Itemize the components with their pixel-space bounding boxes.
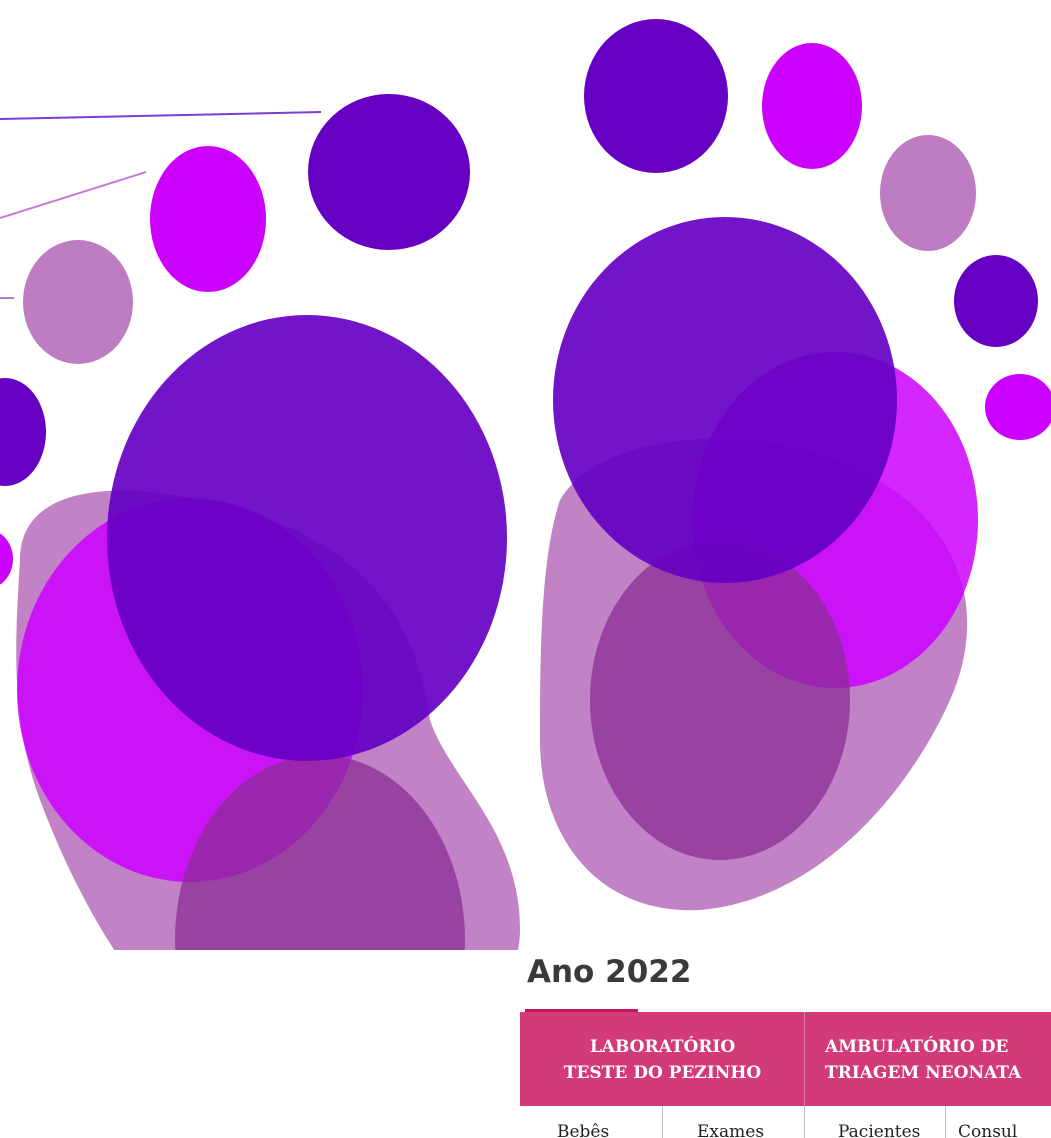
header-laboratorio: LABORATÓRIO TESTE DO PEZINHO [520, 1034, 805, 1086]
header-ambulatorio: AMBULATÓRIO DE TRIAGEM NEONATA [825, 1034, 1051, 1086]
toe-dot [308, 94, 470, 250]
toe-dot [0, 533, 13, 585]
toe-dot [0, 378, 46, 486]
decorative-line [0, 111, 322, 120]
header-line: LABORATÓRIO [589, 1037, 736, 1057]
toe-dot [880, 135, 976, 251]
decorative-line [0, 171, 147, 219]
column-label: Exames [697, 1122, 765, 1138]
toe-dot [584, 19, 728, 173]
toe-dot [150, 146, 266, 292]
column-label: Bebês [557, 1122, 610, 1138]
page-title: Ano 2022 [527, 954, 692, 990]
header-line: AMBULATÓRIO DE [825, 1037, 1009, 1057]
header-divider [804, 1012, 805, 1106]
footprint-shape [590, 540, 850, 860]
toe-dot [23, 240, 133, 364]
header-line: TESTE DO PEZINHO [563, 1063, 762, 1083]
column-label: Pacientes [838, 1122, 921, 1138]
table-cell: Pacientes [804, 1106, 946, 1138]
title-underline [525, 1009, 638, 1013]
column-label: Consul [958, 1122, 1018, 1138]
toe-dot [985, 374, 1051, 440]
table-row: Bebês Exames Pacientes Consul [520, 1106, 1051, 1138]
toe-dot [954, 255, 1038, 347]
table-cell: Exames [662, 1106, 805, 1138]
header-line: TRIAGEM NEONATA [825, 1063, 1022, 1083]
table-cell: Bebês [520, 1106, 662, 1138]
footprint-shape [553, 217, 897, 583]
stats-table: LABORATÓRIO TESTE DO PEZINHO AMBULATÓRIO… [520, 1012, 1051, 1138]
footprint-shape [175, 755, 465, 950]
toe-dot [762, 43, 862, 169]
table-header: LABORATÓRIO TESTE DO PEZINHO AMBULATÓRIO… [520, 1012, 1051, 1106]
table-cell: Consul [945, 1106, 1051, 1138]
footprints-illustration [0, 19, 1051, 950]
footprint-shape [107, 315, 507, 761]
